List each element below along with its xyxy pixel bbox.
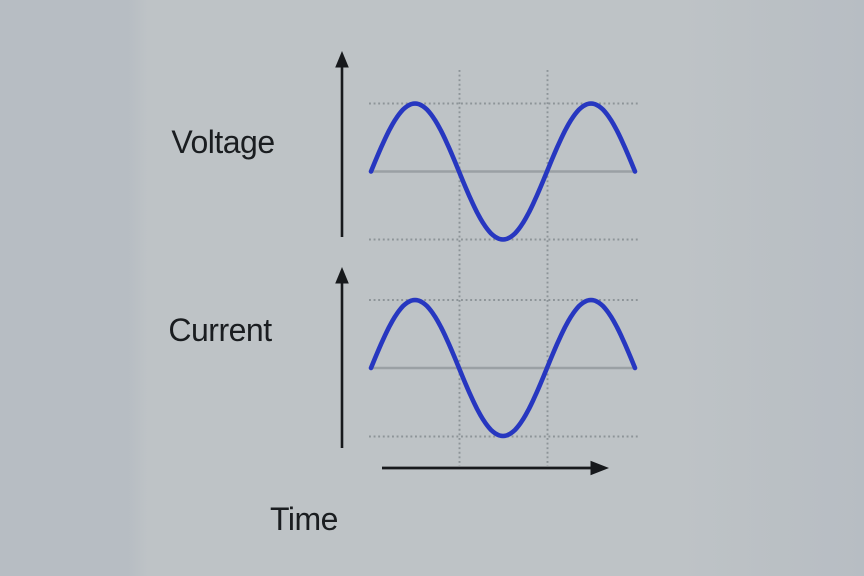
- time-axis: [382, 460, 609, 476]
- voltage-axis-label: Voltage: [171, 124, 275, 160]
- current-axis-arrowhead: [335, 267, 349, 284]
- current-axis-label: Current: [168, 312, 272, 348]
- time-axis-arrowhead: [590, 460, 609, 476]
- voltage-wave: [368, 101, 638, 242]
- time-axis-label: Time: [270, 501, 338, 537]
- current-plot: [335, 267, 638, 448]
- grid-lines: [369, 70, 638, 466]
- voltage-axis-arrowhead: [335, 51, 349, 68]
- voltage-plot: [335, 51, 638, 242]
- current-wave: [368, 297, 638, 439]
